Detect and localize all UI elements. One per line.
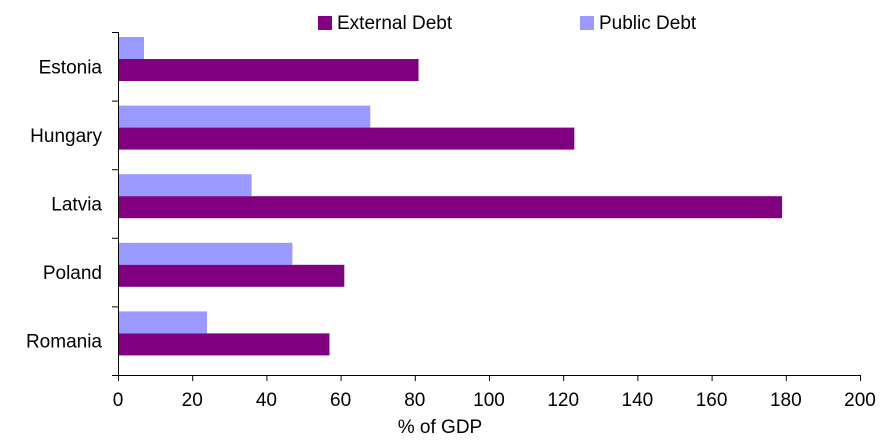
bar-external-debt-latvia [119,196,783,219]
x-tick-label: 60 [330,390,351,411]
bar-public-debt-hungary [119,105,371,128]
x-tick-label: 100 [473,390,505,411]
x-tick-label: 200 [844,390,876,411]
legend-label-public-debt: Public Debt [599,13,697,34]
x-tick-label: 160 [696,390,728,411]
bar-external-debt-hungary [119,127,575,150]
y-tick-label: Romania [26,332,102,353]
x-tick-label: 120 [547,390,579,411]
x-tick-label: 180 [770,390,802,411]
bar-public-debt-latvia [119,174,252,197]
legend-label-external-debt: External Debt [337,13,453,34]
legend: External Debt Public Debt [318,13,697,34]
x-tick-label: 80 [404,390,425,411]
y-tick-label: Estonia [39,57,103,78]
y-tick-label: Hungary [30,126,102,147]
legend-swatch-public-debt [580,16,594,30]
x-tick-label: 40 [256,390,277,411]
x-axis-title: % of GDP [398,417,482,438]
bar-public-debt-estonia [119,37,144,59]
bar-public-debt-poland [119,242,293,265]
bars-layer [119,37,783,356]
bar-external-debt-poland [119,264,345,287]
y-tick-label: Latvia [51,195,102,216]
x-tick-label: 0 [113,390,124,411]
y-tick-label: Poland [43,263,102,284]
ticks-layer: Estonia Hungary Latvia Poland Romania 0 20 40 60… [26,32,876,411]
bar-public-debt-romania [119,311,208,334]
x-tick-label: 20 [182,390,203,411]
bar-external-debt-romania [119,333,330,356]
x-tick-label: 140 [622,390,654,411]
bar-external-debt-estonia [119,59,419,81]
legend-swatch-external-debt [318,16,332,30]
